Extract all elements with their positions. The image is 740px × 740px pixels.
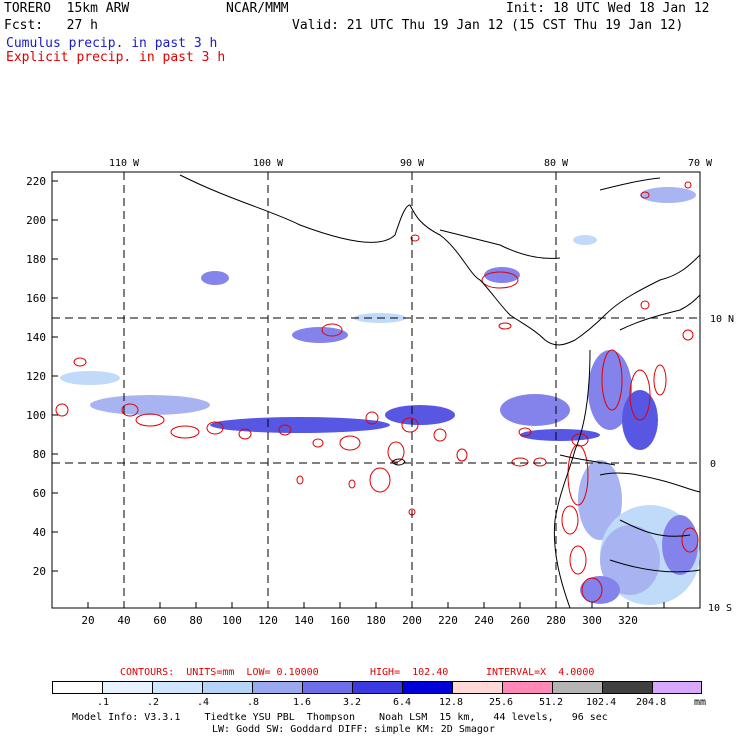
y-tick-label: 40 xyxy=(33,526,46,539)
legend-swatch xyxy=(52,681,102,694)
y-tick-label: 220 xyxy=(26,175,46,188)
y-tick-label: 180 xyxy=(26,253,46,266)
contour-interval: INTERVAL=X 4.0000 xyxy=(486,667,595,678)
x-tick-label: 300 xyxy=(582,614,602,627)
x-tick-label: 240 xyxy=(474,614,494,627)
physics-info: LW: Godd SW: Goddard DIFF: simple KM: 2D… xyxy=(212,724,495,735)
legend-swatch xyxy=(602,681,652,694)
legend-value: .4 xyxy=(197,697,210,708)
x-tick-label: 160 xyxy=(330,614,350,627)
legend-value: .1 xyxy=(97,697,110,708)
legend-value: 6.4 xyxy=(393,697,412,708)
x-tick-label: 280 xyxy=(546,614,566,627)
legend-value: 1.6 xyxy=(293,697,312,708)
x-tick-labels: 20 40 60 80 100 120 140 160 180 200 220 … xyxy=(81,614,638,627)
forecast-hour: Fcst: 27 h xyxy=(4,18,98,33)
x-tick-label: 140 xyxy=(294,614,314,627)
y-tick-label: 140 xyxy=(26,331,46,344)
lat-label: 0 xyxy=(710,459,716,470)
y-tick-label: 60 xyxy=(33,487,46,500)
legend-value: 204.8 xyxy=(636,697,667,708)
valid-time: Valid: 21 UTC Thu 19 Jan 12 (15 CST Thu … xyxy=(292,18,684,33)
lat-label: 10 S xyxy=(708,603,732,614)
lon-label: 80 W xyxy=(544,158,569,169)
x-tick-label: 180 xyxy=(366,614,386,627)
init-time: Init: 18 UTC Wed 18 Jan 12 xyxy=(506,1,710,16)
x-tick-label: 220 xyxy=(438,614,458,627)
contour-high: HIGH= 102.40 xyxy=(370,667,449,678)
explicit-legend-line: Explicit precip. in past 3 h xyxy=(6,50,226,65)
y-tick-label: 120 xyxy=(26,370,46,383)
x-tick-label: 40 xyxy=(117,614,130,627)
legend-swatch xyxy=(502,681,552,694)
legend-swatch xyxy=(402,681,452,694)
coastlines xyxy=(179,174,701,609)
y-tick-label: 160 xyxy=(26,292,46,305)
contour-info: CONTOURS: UNITS=mm LOW= 0.10000 xyxy=(120,667,319,678)
legend-swatch xyxy=(302,681,352,694)
x-tick-label: 60 xyxy=(153,614,166,627)
lon-label: 90 W xyxy=(400,158,425,169)
lat-label: 10 N xyxy=(710,314,734,325)
legend-swatch xyxy=(202,681,252,694)
cumulus-legend-line: Cumulus precip. in past 3 h xyxy=(6,36,218,51)
legend-swatch xyxy=(152,681,202,694)
legend-unit: mm xyxy=(694,697,707,708)
model-info: Model Info: V3.3.1 Tiedtke YSU PBL Thomp… xyxy=(72,712,608,723)
legend-swatch xyxy=(552,681,602,694)
y-tick-label: 200 xyxy=(26,214,46,227)
y-tick-label: 20 xyxy=(33,565,46,578)
lon-label: 110 W xyxy=(109,158,140,169)
axis-ticks xyxy=(52,180,665,608)
legend-value: .2 xyxy=(147,697,160,708)
legend-swatch xyxy=(102,681,152,694)
x-tick-label: 100 xyxy=(222,614,242,627)
lon-label: 100 W xyxy=(253,158,284,169)
x-tick-label: 20 xyxy=(81,614,94,627)
y-tick-label: 100 xyxy=(26,409,46,422)
lon-label: 70 W xyxy=(688,158,713,169)
legend-value: 3.2 xyxy=(343,697,362,708)
legend-swatch xyxy=(652,681,702,694)
center-name: NCAR/MMM xyxy=(226,1,289,16)
y-tick-label: 80 xyxy=(33,448,46,461)
y-tick-labels: 220 200 180 160 140 120 100 80 60 40 20 xyxy=(26,175,46,578)
graticule xyxy=(52,172,700,608)
x-tick-label: 120 xyxy=(258,614,278,627)
legend-value: 102.4 xyxy=(586,697,617,708)
legend-value: 25.6 xyxy=(489,697,514,708)
cumulus-precip-areas xyxy=(60,187,700,605)
x-tick-label: 320 xyxy=(618,614,638,627)
legend-swatch xyxy=(352,681,402,694)
legend-value: 12.8 xyxy=(439,697,464,708)
x-tick-label: 200 xyxy=(402,614,422,627)
legend-swatch xyxy=(252,681,302,694)
explicit-precip-contours xyxy=(55,181,699,603)
x-tick-label: 80 xyxy=(189,614,202,627)
color-legend xyxy=(52,681,702,694)
legend-value: .8 xyxy=(247,697,260,708)
legend-swatch xyxy=(452,681,502,694)
model-title: TORERO 15km ARW xyxy=(4,1,130,16)
legend-value: 51.2 xyxy=(539,697,564,708)
x-tick-label: 260 xyxy=(510,614,530,627)
